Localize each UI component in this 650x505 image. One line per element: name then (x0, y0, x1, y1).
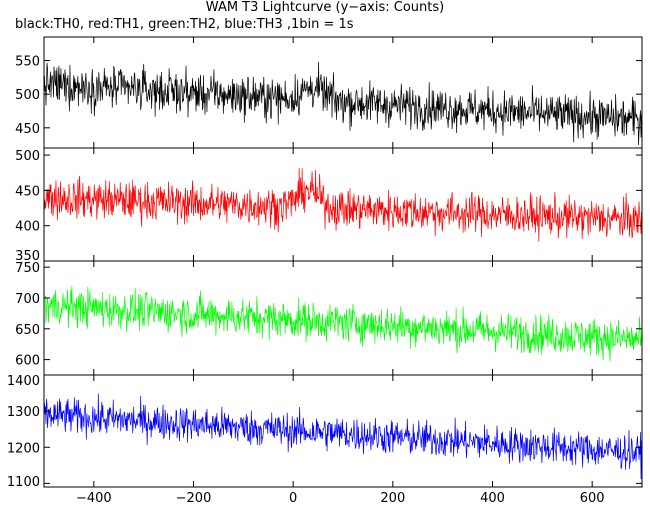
y-tick-label: 450 (15, 184, 40, 199)
y-tick-label: 750 (15, 261, 40, 276)
x-tick-label: 600 (580, 491, 605, 505)
series-th2 (44, 286, 642, 362)
y-tick-label: 650 (15, 323, 40, 338)
y-tick-label: 1300 (7, 405, 40, 420)
y-tick-label: 550 (15, 55, 40, 70)
chart-title: WAM T3 Lightcurve (y−axis: Counts) (205, 0, 445, 15)
panel-frame-th3 (43, 374, 643, 488)
chart-subtitle: black:TH0, red:TH1, green:TH2, blue:TH3 … (15, 17, 354, 32)
y-tick-label: 350 (15, 249, 40, 264)
y-tick-label: 700 (15, 292, 40, 307)
x-tick-label: 0 (289, 491, 297, 505)
y-tick-label: 1100 (7, 475, 40, 490)
y-tick-label: 1200 (7, 441, 40, 456)
y-tick-label: 600 (15, 354, 40, 369)
x-tick-label: 400 (480, 491, 505, 505)
y-tick-label: 500 (15, 149, 40, 164)
x-tick-label: −200 (176, 491, 212, 505)
series-th1 (44, 167, 642, 242)
y-tick-label: 500 (15, 88, 40, 103)
x-tick-label: −400 (76, 491, 112, 505)
y-tick-label: 1400 (7, 374, 40, 389)
series-th3 (44, 393, 642, 480)
y-tick-label: 450 (15, 122, 40, 137)
series-th0 (44, 61, 642, 145)
y-tick-label: 400 (15, 220, 40, 235)
x-tick-label: 200 (380, 491, 405, 505)
